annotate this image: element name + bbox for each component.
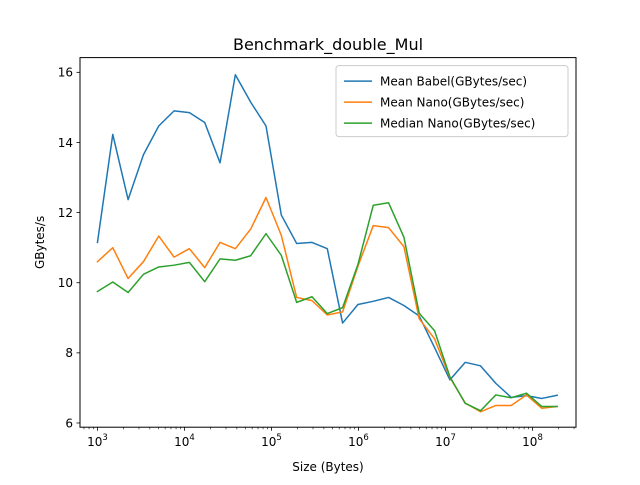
x-tick-label-base: 10 <box>174 435 189 449</box>
x-tick-label: 105 <box>261 433 282 449</box>
series-line-1 <box>96 196 558 413</box>
x-tick-label: 108 <box>522 433 543 449</box>
x-tick-label-base: 10 <box>348 435 363 449</box>
x-tick-label-base: 10 <box>435 435 450 449</box>
chart-title: Benchmark_double_Mul <box>233 35 423 55</box>
x-tick-label: 106 <box>348 433 369 449</box>
x-tick-label: 104 <box>174 433 195 449</box>
x-tick-label-exponent: 7 <box>450 433 455 443</box>
plot-frame <box>79 57 577 428</box>
series-line-0 <box>96 74 559 400</box>
legend-label-2: Median Nano(GBytes/sec) <box>380 116 535 130</box>
x-tick-label-base: 10 <box>522 435 537 449</box>
legend: Mean Babel(GBytes/sec) Mean Nano(GBytes/s… <box>335 65 569 138</box>
x-tick-label-exponent: 4 <box>189 433 194 443</box>
y-tick-label: 16 <box>58 66 73 80</box>
series-line-2 <box>96 202 558 412</box>
plot-lines <box>96 74 559 413</box>
y-tick-label: 12 <box>58 206 73 220</box>
x-tick-label: 107 <box>435 433 456 449</box>
legend-label-0: Mean Babel(GBytes/sec) <box>380 74 527 88</box>
y-tick-label: 8 <box>65 346 73 360</box>
legend-box <box>335 65 569 138</box>
x-tick-label-base: 10 <box>87 435 102 449</box>
x-tick-label-base: 10 <box>261 435 276 449</box>
x-tick-label-exponent: 8 <box>537 433 542 443</box>
legend-label-1: Mean Nano(GBytes/sec) <box>380 95 524 109</box>
y-axis-label: GBytes/s <box>33 216 47 269</box>
x-tick-label: 103 <box>87 433 108 449</box>
y-tick-label: 10 <box>58 276 73 290</box>
x-tick-label-exponent: 5 <box>276 433 281 443</box>
y-tick-label: 6 <box>65 416 73 430</box>
x-axis-ticks: 103 104 105 106 107 108 <box>83 427 575 449</box>
x-axis-label: Size (Bytes) <box>292 460 363 474</box>
x-tick-label-exponent: 3 <box>102 433 107 443</box>
x-tick-label-exponent: 6 <box>363 433 368 443</box>
y-axis-ticks: 6 8 10 12 14 16 <box>58 66 80 430</box>
y-tick-label: 14 <box>58 136 73 150</box>
